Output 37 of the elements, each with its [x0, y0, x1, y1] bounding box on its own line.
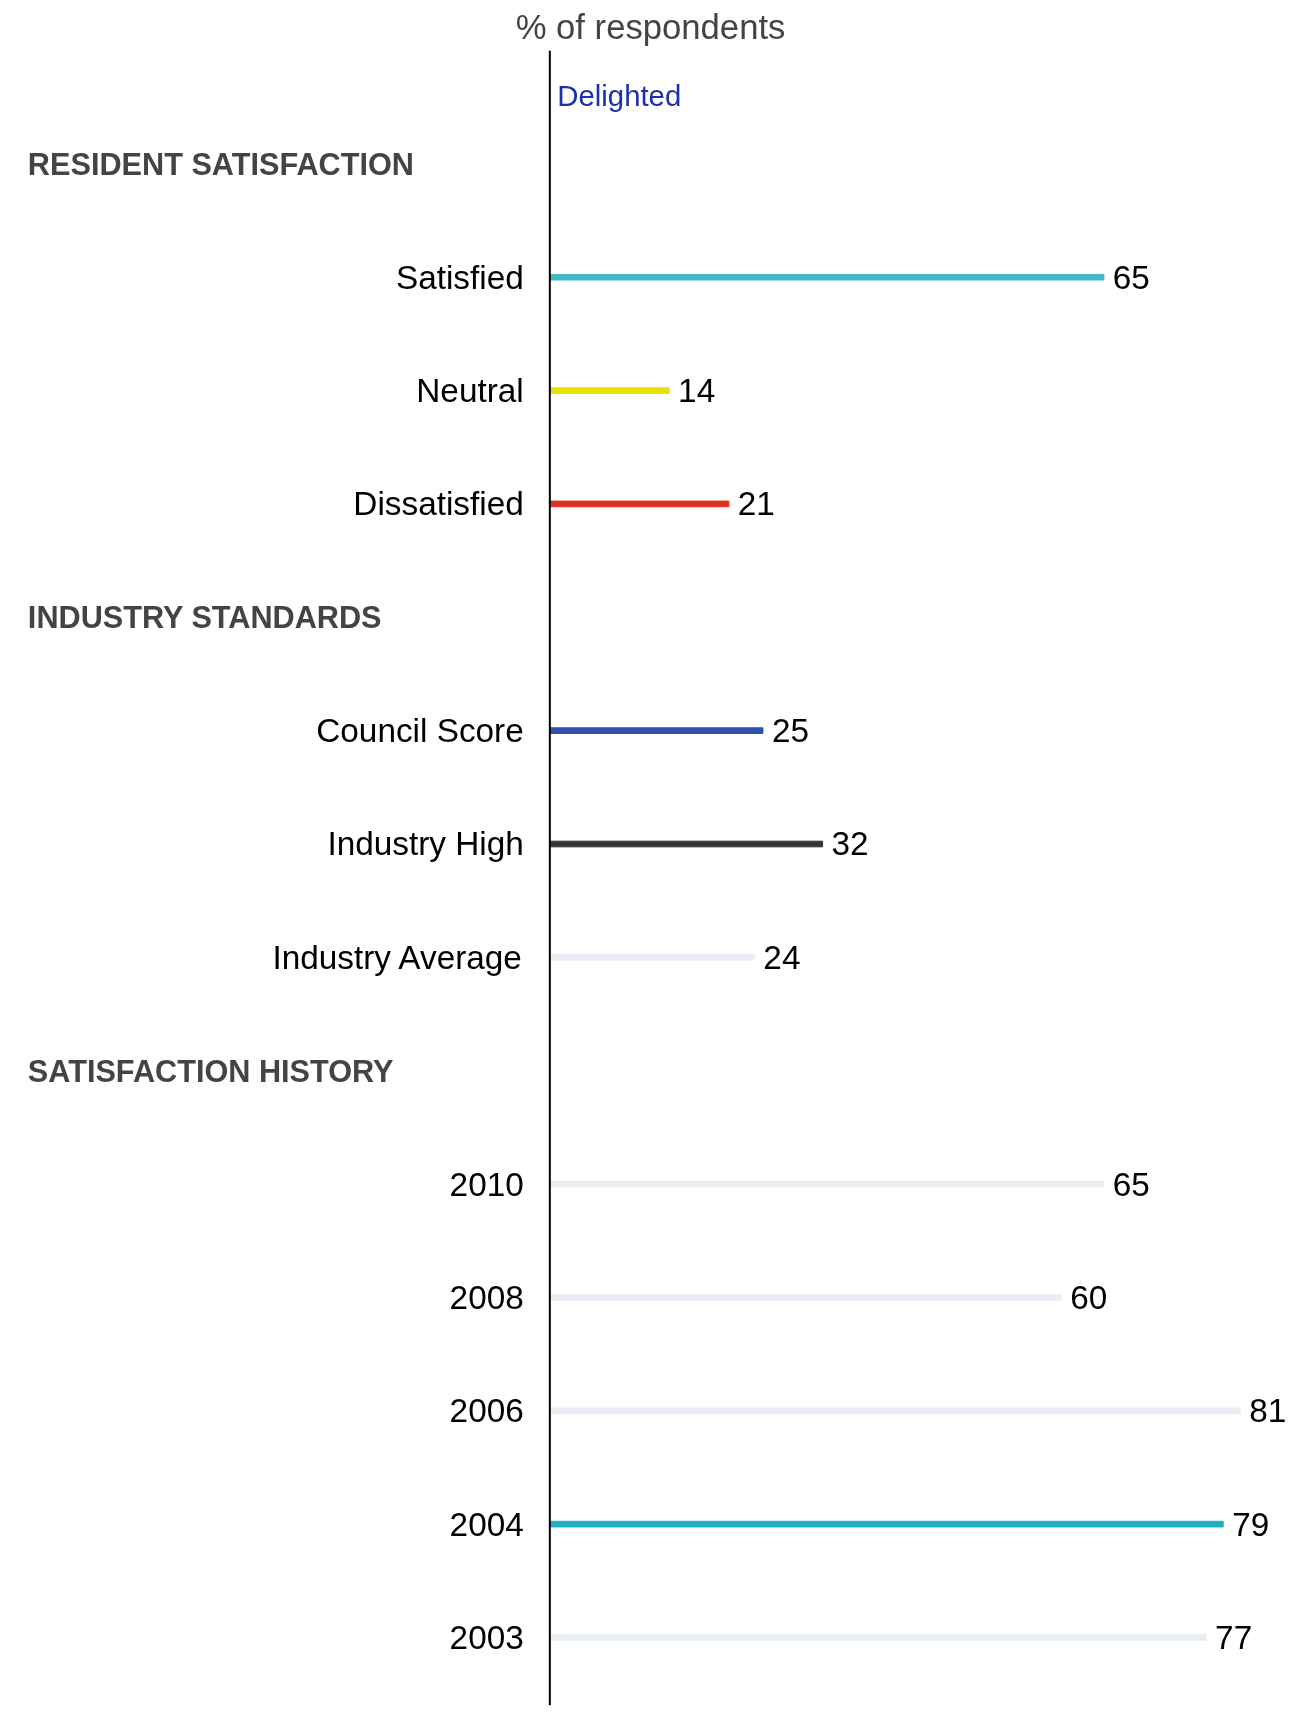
y-tick-label: 2010: [449, 1165, 524, 1203]
chart-title: % of respondents: [515, 7, 786, 46]
y-tick-label: Dissatisfied: [353, 485, 524, 523]
text: INDUSTRY STANDARDS: [27, 600, 382, 635]
annotation: Delighted: [557, 79, 682, 113]
bar: [549, 273, 1105, 281]
bar: [549, 1634, 1207, 1641]
bar: [549, 1180, 1105, 1188]
y-tick-label: 2004: [449, 1505, 524, 1543]
data-label: 77: [1215, 1618, 1253, 1656]
data-label: 32: [831, 825, 869, 863]
data-label: 65: [1112, 1165, 1150, 1203]
y-tick-label: Neutral: [416, 372, 524, 410]
data-label: 24: [763, 938, 801, 976]
y-tick-label: 2003: [449, 1618, 524, 1656]
y-tick-label: Council Score: [316, 712, 524, 750]
y-tick-label: Industry Average: [272, 938, 522, 976]
data-label: 25: [771, 712, 809, 750]
bar: [549, 1407, 1241, 1415]
text: SATISFACTION HISTORY: [27, 1053, 394, 1088]
y-tick-label: 2006: [449, 1392, 524, 1430]
data-label: 14: [678, 372, 716, 410]
data-label: 79: [1232, 1505, 1270, 1543]
data-label: 60: [1070, 1278, 1108, 1316]
data-label: 21: [737, 485, 775, 523]
text: RESIDENT SATISFACTION: [27, 146, 414, 181]
bar: [549, 954, 755, 961]
y-tick-label: Satisfied: [395, 258, 524, 296]
bar: [549, 500, 730, 508]
bar: [549, 1294, 1062, 1301]
bar: [549, 727, 764, 734]
bar: [549, 387, 670, 394]
data-label: 81: [1249, 1392, 1287, 1430]
bar: [549, 1520, 1224, 1528]
data-label: 65: [1112, 258, 1150, 296]
y-tick-label: 2008: [449, 1278, 524, 1316]
y-tick-label: Industry High: [327, 825, 524, 863]
